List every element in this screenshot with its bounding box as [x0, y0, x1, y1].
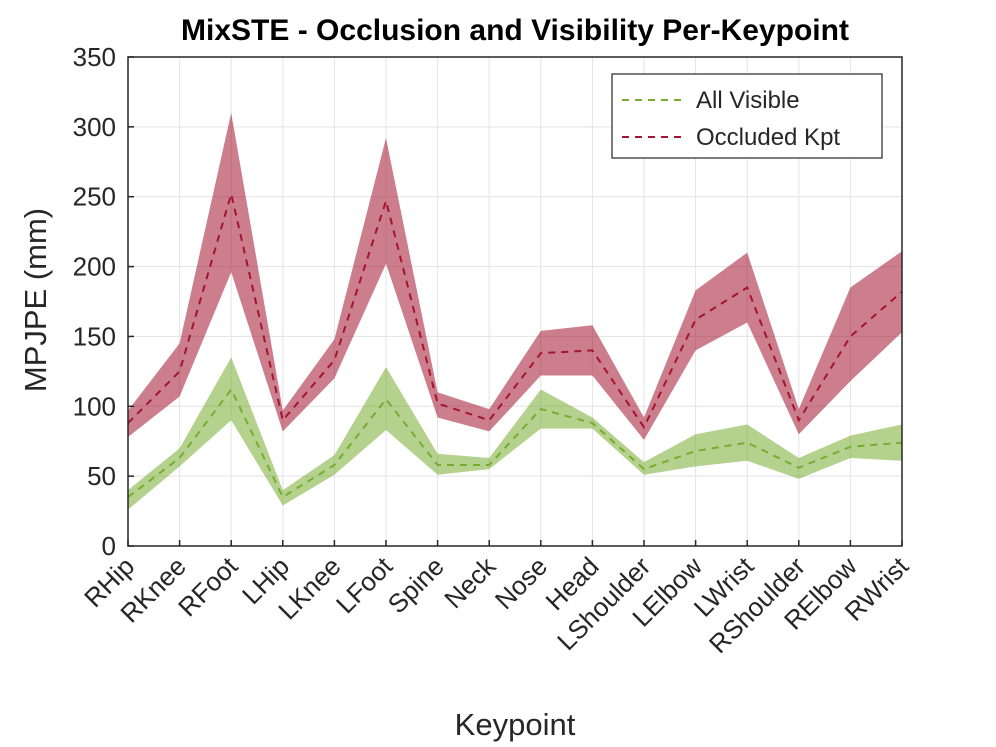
y-ticks: 0 50 100 150 200 250 300 350	[73, 42, 134, 561]
series-lines	[127, 189, 903, 499]
y-tick-label: 150	[73, 321, 116, 351]
x-axis-label: Keypoint	[455, 707, 576, 742]
y-tick-label: 50	[87, 461, 116, 491]
legend-label: Occluded Kpt	[696, 124, 840, 151]
band-all-visible	[128, 357, 902, 510]
plot-frame	[127, 56, 903, 547]
y-tick-label: 300	[73, 112, 116, 142]
line-all-visible	[127, 387, 903, 499]
chart-title: MixSTE - Occlusion and Visibility Per-Ke…	[181, 14, 849, 47]
legend-label: All Visible	[696, 87, 800, 114]
legend: All Visible Occluded Kpt	[611, 73, 883, 159]
band-occluded-kpt	[128, 112, 902, 440]
y-axis-label: MPJPE (mm)	[18, 208, 53, 392]
y-tick-label: 250	[73, 182, 116, 212]
y-tick-label: 350	[73, 42, 116, 72]
legend-box	[611, 73, 883, 159]
y-tick-label: 200	[73, 252, 116, 282]
error-bands	[128, 112, 902, 510]
y-tick-label: 0	[102, 531, 116, 561]
y-tick-label: 100	[73, 391, 116, 421]
line-occluded-kpt	[127, 189, 903, 430]
